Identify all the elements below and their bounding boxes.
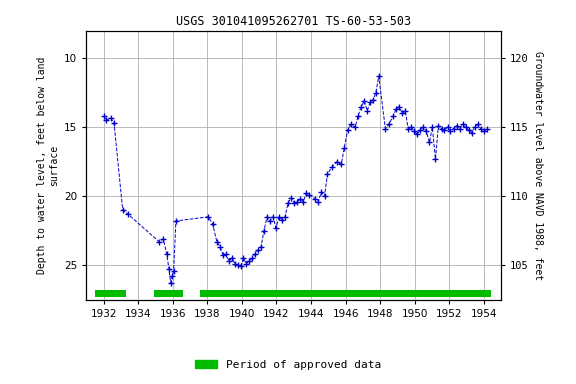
Y-axis label: Groundwater level above NAVD 1988, feet: Groundwater level above NAVD 1988, feet (533, 51, 543, 280)
Y-axis label: Depth to water level, feet below land
surface: Depth to water level, feet below land su… (37, 56, 59, 274)
Legend: Period of approved data: Period of approved data (191, 356, 385, 375)
Title: USGS 301041095262701 TS-60-53-503: USGS 301041095262701 TS-60-53-503 (176, 15, 411, 28)
